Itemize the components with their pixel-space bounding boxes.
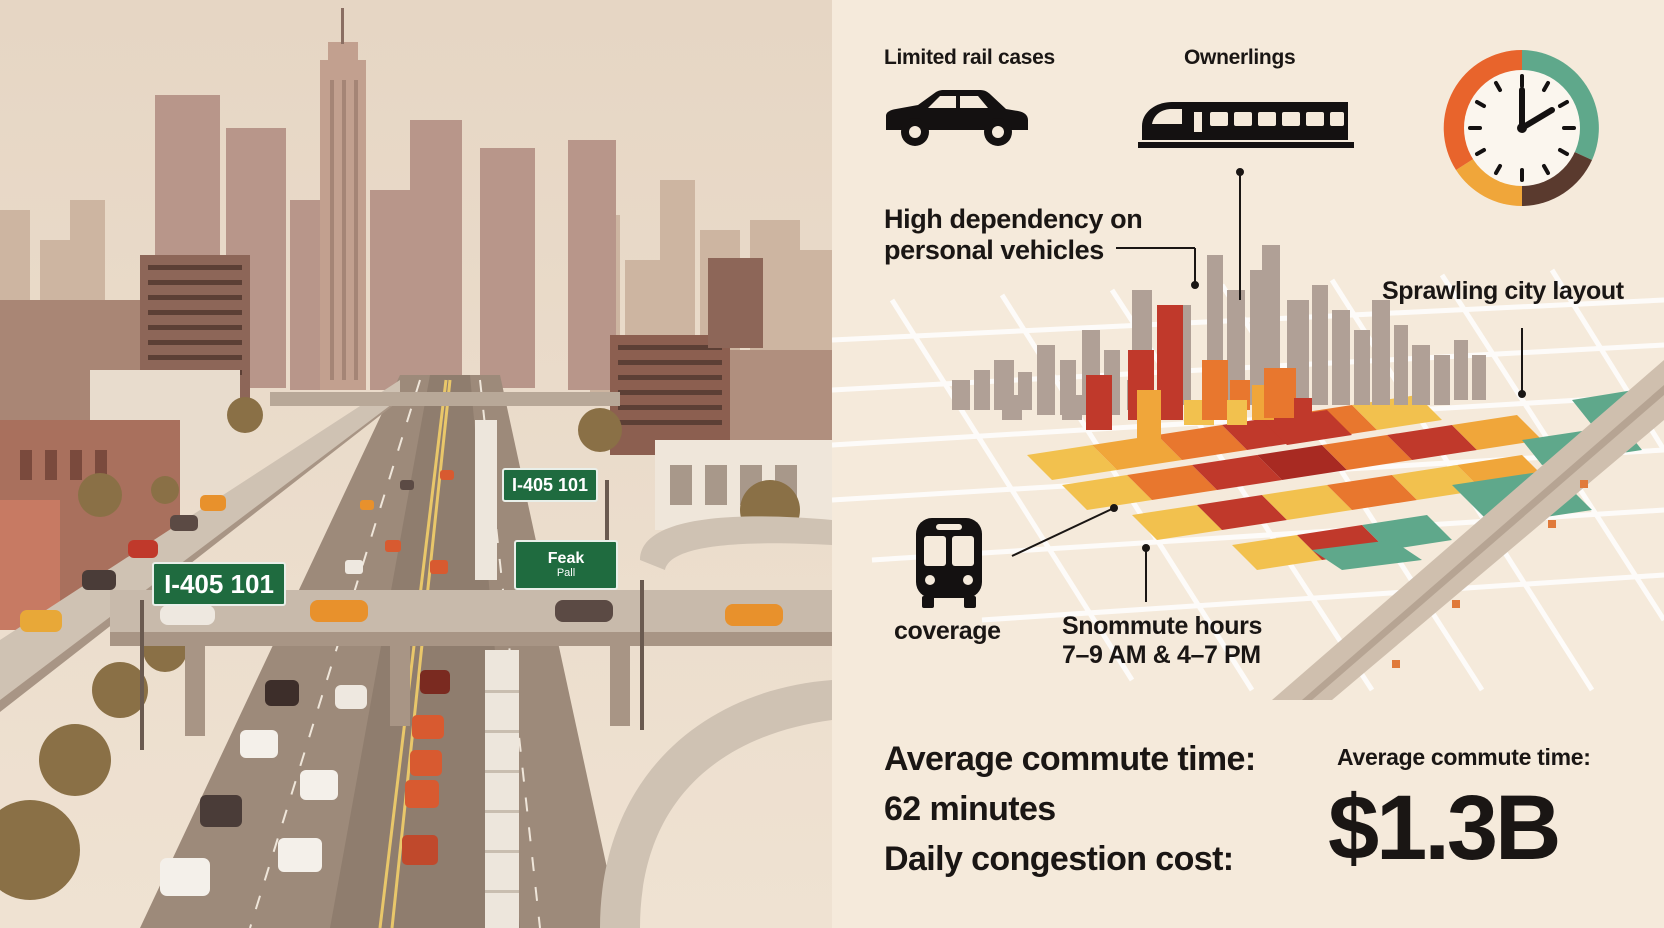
car-icon bbox=[886, 90, 1028, 146]
city-map-3d bbox=[832, 245, 1664, 700]
highway-sign-main: I-405 101 bbox=[152, 562, 286, 606]
bus-icon bbox=[916, 518, 982, 608]
central-tower bbox=[320, 8, 366, 390]
daily-cost-label: Daily congestion cost: bbox=[884, 840, 1234, 878]
congestion-towers bbox=[1086, 305, 1312, 440]
label-coverage: coverage bbox=[894, 617, 1001, 645]
label-commute-hours: Snommute hours 7–9 AM & 4–7 PM bbox=[1062, 612, 1262, 670]
peak-sign-line1: Feak bbox=[547, 549, 585, 567]
label-commute-hours-line2: 7–9 AM & 4–7 PM bbox=[1062, 641, 1261, 669]
label-dependency-line2: personal vehicles bbox=[884, 235, 1104, 265]
label-dependency-line1: High dependency on bbox=[884, 204, 1143, 234]
trees bbox=[0, 397, 800, 900]
congestion-cost-value: $1.3B bbox=[1328, 777, 1561, 879]
left-buildings bbox=[0, 255, 250, 630]
freeway-diagonal bbox=[1272, 360, 1664, 700]
infographic-panel: Limited rail cases Ownerlings bbox=[832, 0, 1664, 928]
right-ramp bbox=[640, 516, 832, 570]
right-commute-label: Average commute time: bbox=[1337, 744, 1591, 770]
label-dependency: High dependency on personal vehicles bbox=[884, 204, 1143, 266]
clock-icon bbox=[1443, 49, 1599, 207]
label-limited-rail: Limited rail cases bbox=[884, 46, 1055, 69]
peak-sign: Feak Pall bbox=[514, 540, 618, 590]
highway-sign-secondary: I-405 101 bbox=[502, 468, 598, 502]
highway-sign-main-text: I-405 101 bbox=[164, 568, 274, 599]
leader-lines bbox=[1011, 168, 1526, 602]
avg-commute-value: 62 minutes bbox=[884, 790, 1056, 828]
highway-sign-secondary-text: I-405 101 bbox=[511, 474, 589, 495]
lane-markings bbox=[378, 379, 452, 928]
city-scene bbox=[0, 0, 832, 928]
label-commute-hours-line1: Snommute hours bbox=[1062, 612, 1262, 640]
cars bbox=[20, 420, 783, 928]
right-buildings bbox=[610, 258, 832, 530]
freeway-illustration: I-405 101 I-405 101 Feak Pall bbox=[0, 0, 832, 928]
peak-sign-line2: Pall bbox=[556, 566, 576, 579]
label-ownerlings: Ownerlings bbox=[1184, 46, 1296, 69]
label-sprawl: Sprawling city layout bbox=[1382, 277, 1624, 305]
train-icon bbox=[1138, 102, 1354, 148]
street-grid bbox=[832, 268, 1664, 692]
avg-commute-label: Average commute time: bbox=[884, 740, 1256, 778]
left-ramp bbox=[0, 380, 400, 700]
